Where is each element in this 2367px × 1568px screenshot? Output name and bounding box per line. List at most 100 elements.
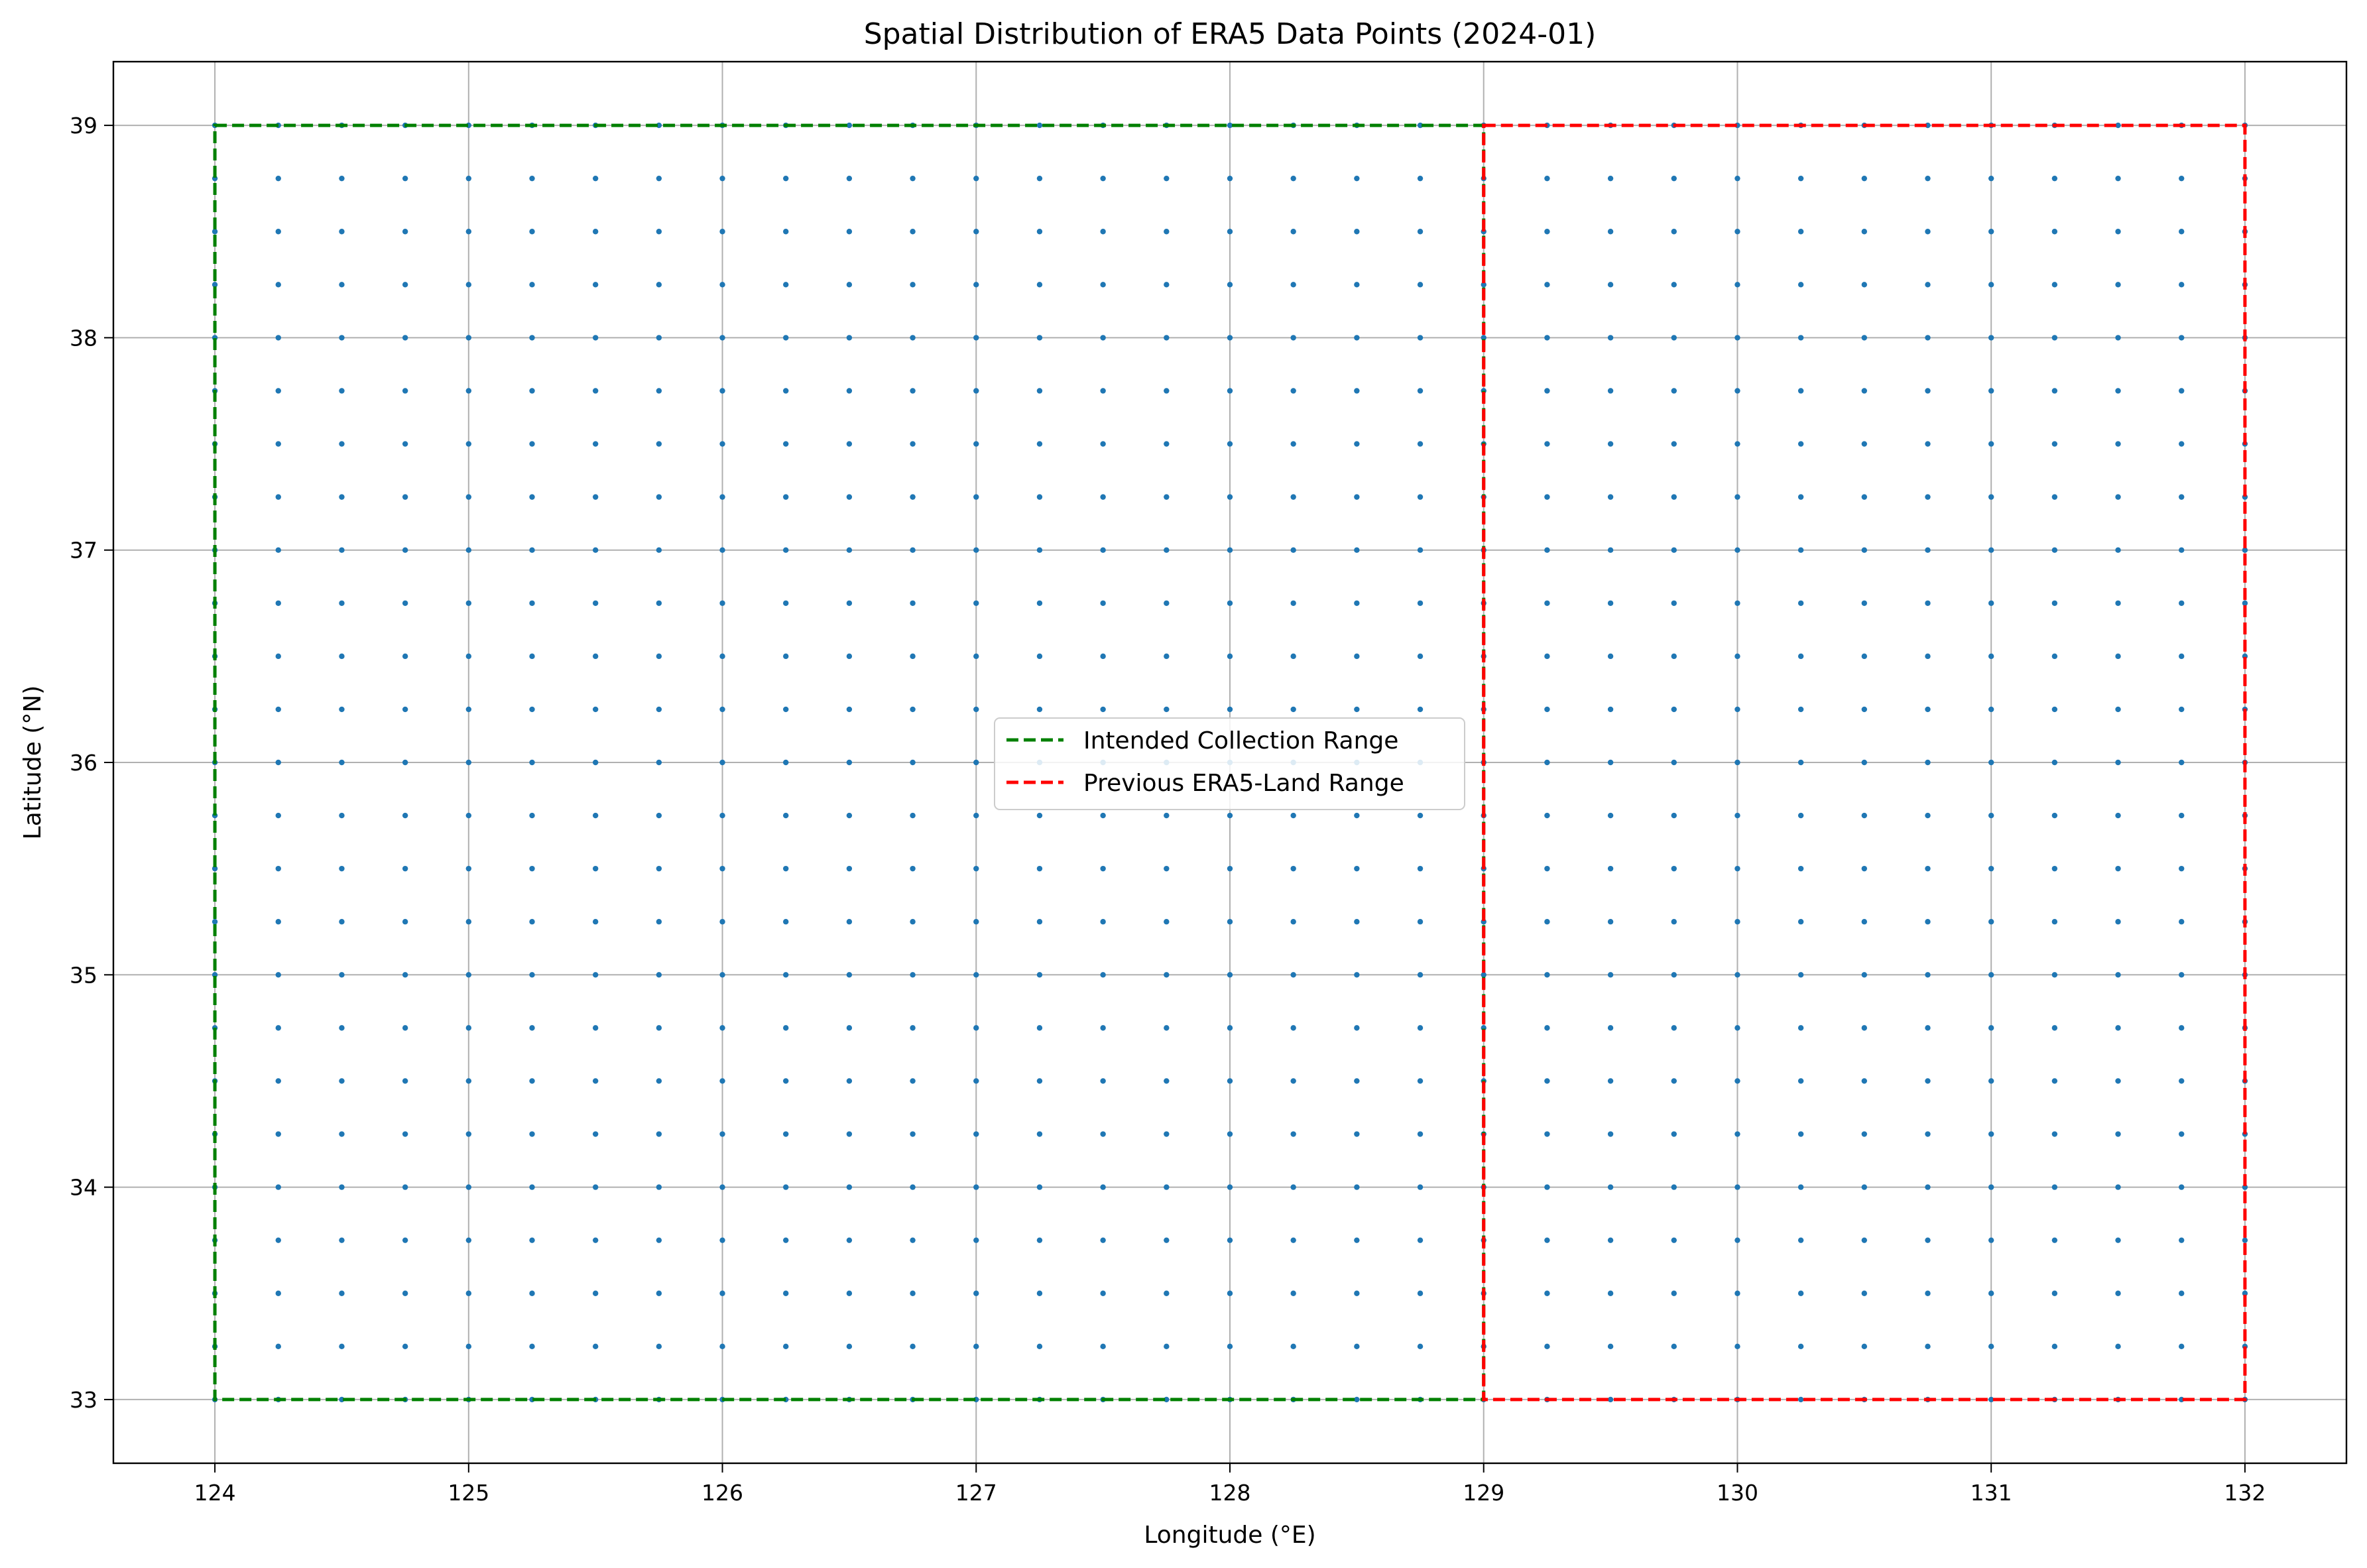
data-point [1227,1343,1233,1350]
data-point [1988,1025,1994,1031]
data-point [1417,1025,1424,1031]
data-point [2179,1237,2185,1243]
data-point [846,335,853,341]
data-point [465,388,472,394]
data-point [275,865,281,872]
y-tick-label: 36 [70,750,97,776]
data-point [1797,759,1804,766]
data-point [1925,1078,1931,1084]
data-point [1544,1025,1550,1031]
data-point [1671,494,1677,500]
data-point [1734,547,1740,553]
data-point [1607,865,1614,872]
data-point [656,759,662,766]
data-point [275,335,281,341]
data-point [339,1343,345,1350]
data-point [2051,1290,2058,1296]
data-point [1671,175,1677,182]
data-point [1164,1396,1170,1403]
data-point [1544,229,1550,235]
data-point [1861,494,1868,500]
data-point [1861,547,1868,553]
data-point [465,1025,472,1031]
data-point [592,1184,599,1190]
data-point [1544,282,1550,288]
data-point [846,759,853,766]
data-point [656,1131,662,1137]
data-point [973,282,979,288]
data-point [783,175,789,182]
data-point [973,1290,979,1296]
data-point [1290,972,1296,978]
data-point [529,919,535,925]
data-point [1797,812,1804,819]
data-point [910,706,916,713]
data-point [656,1290,662,1296]
data-point [1861,1237,1868,1243]
data-point [529,812,535,819]
data-point [1988,1290,1994,1296]
data-point [1607,1078,1614,1084]
data-point [529,175,535,182]
data-point [1417,229,1424,235]
data-point [1036,1025,1043,1031]
data-point [1354,600,1360,606]
data-point [656,441,662,447]
data-point [592,600,599,606]
data-point [1290,441,1296,447]
data-point [212,229,218,235]
data-point [1164,282,1170,288]
data-point [1925,229,1931,235]
data-point [1354,1343,1360,1350]
data-point [656,1078,662,1084]
data-point [1671,1078,1677,1084]
data-point [339,441,345,447]
data-point [1227,388,1233,394]
data-point [275,812,281,819]
data-point [2115,1343,2121,1350]
data-point [2179,388,2185,394]
data-point [719,1025,725,1031]
data-point [1036,229,1043,235]
data-point [1925,653,1931,660]
legend: Intended Collection Range Previous ERA5-… [994,717,1465,810]
data-point [719,1290,725,1296]
data-point [1671,1184,1677,1190]
data-point [783,812,789,819]
data-point [1607,1343,1614,1350]
data-point [1227,600,1233,606]
data-point [1607,972,1614,978]
data-point [719,812,725,819]
data-point [1354,229,1360,235]
data-point [1861,1078,1868,1084]
data-point [1417,1131,1424,1137]
data-point [910,653,916,660]
data-point [465,1131,472,1137]
data-point [1290,229,1296,235]
data-point [1227,282,1233,288]
data-point [1988,229,1994,235]
data-point [1036,335,1043,341]
data-point [1100,1131,1106,1137]
data-point [592,653,599,660]
data-point [529,653,535,660]
data-point [2115,1131,2121,1137]
data-point [2051,388,2058,394]
data-point [1797,1184,1804,1190]
data-point [1925,1237,1931,1243]
data-point [1290,1237,1296,1243]
data-point [1481,972,1487,978]
data-point [1290,919,1296,925]
data-point [910,1025,916,1031]
data-point [910,812,916,819]
data-point [1671,972,1677,978]
legend-label-previous: Previous ERA5-Land Range [1083,770,1404,797]
data-point [402,759,408,766]
data-point [1544,1290,1550,1296]
data-point [2051,972,2058,978]
data-point [656,972,662,978]
data-point [592,1078,599,1084]
data-point [339,229,345,235]
data-point [2179,494,2185,500]
